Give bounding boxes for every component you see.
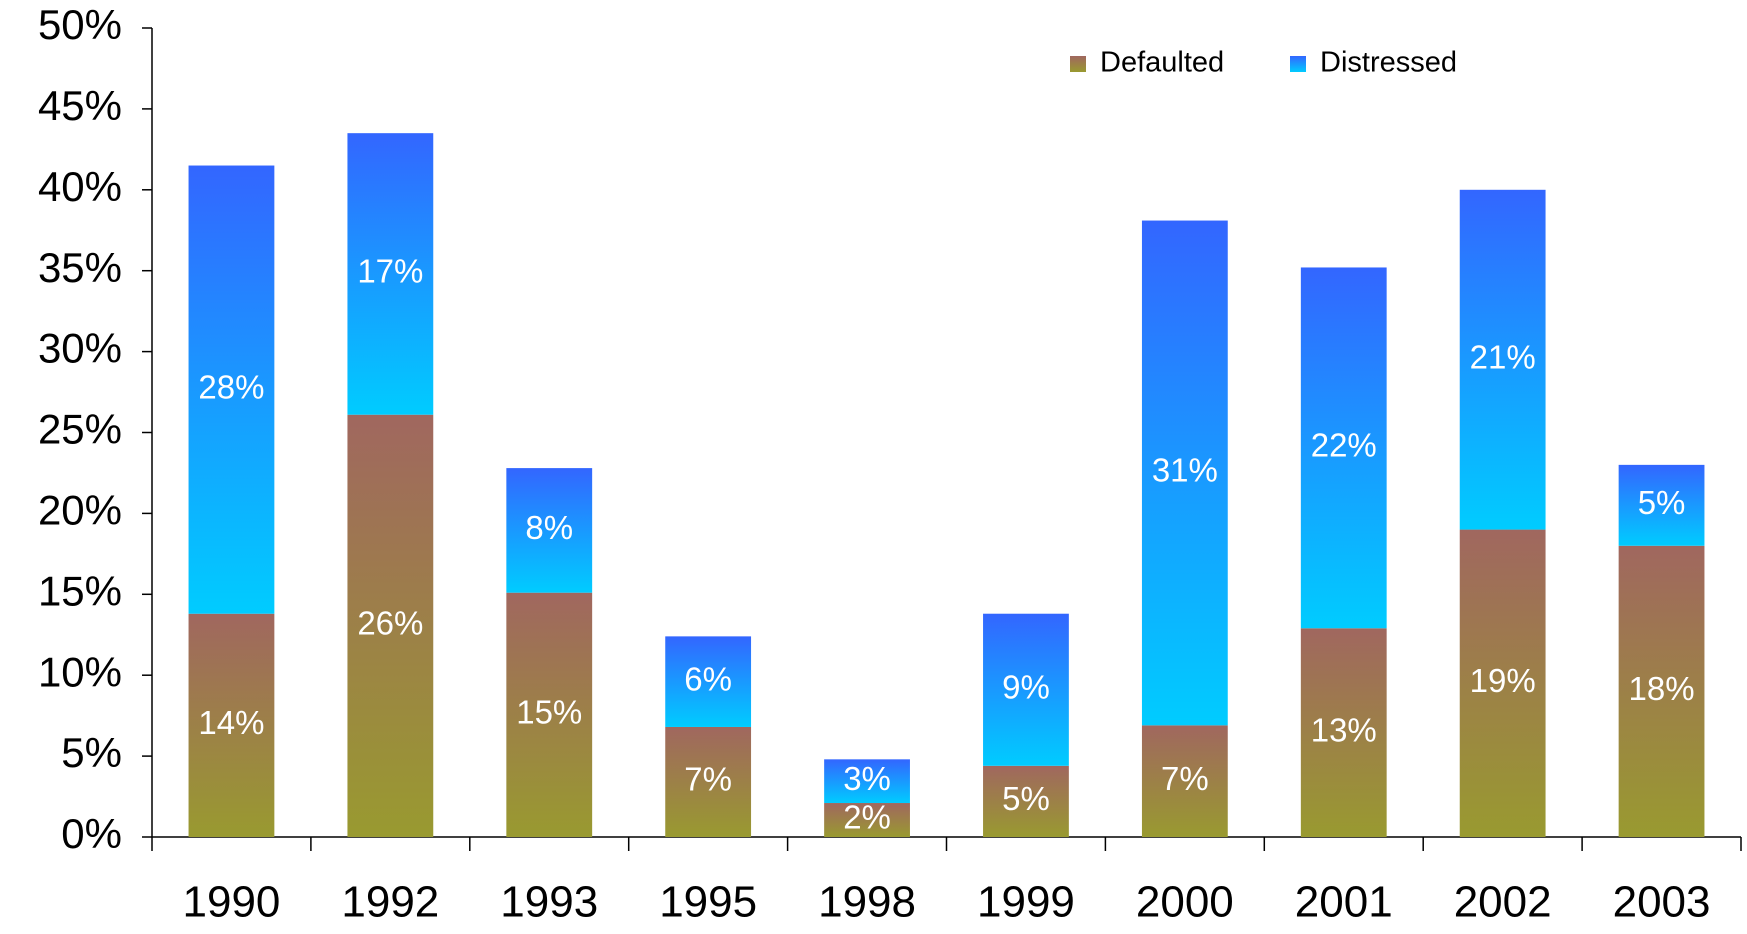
y-tick-label: 10%	[38, 648, 122, 695]
y-tick-label: 20%	[38, 486, 122, 533]
bar-segment	[188, 613, 275, 837]
data-label: 8%	[525, 509, 573, 546]
y-tick-label: 50%	[38, 1, 122, 48]
legend-label: Distressed	[1320, 47, 1457, 79]
data-label: 28%	[198, 368, 264, 405]
data-label: 5%	[1638, 484, 1686, 521]
data-label: 7%	[684, 761, 732, 798]
y-tick-label: 25%	[38, 406, 122, 453]
bar-segment	[1459, 529, 1546, 837]
x-tick-label: 1995	[659, 878, 757, 927]
data-label: 31%	[1152, 452, 1218, 489]
bar-segment	[1141, 220, 1228, 726]
legend-label: Defaulted	[1100, 47, 1224, 79]
bar-segment	[1300, 267, 1387, 629]
bar-segment	[506, 592, 593, 837]
x-tick-label: 1992	[341, 878, 439, 927]
x-tick-label: 2001	[1295, 878, 1393, 927]
legend-swatch	[1290, 56, 1306, 72]
data-label: 6%	[684, 660, 732, 697]
bar-segment	[506, 468, 593, 593]
data-label: 13%	[1311, 711, 1377, 748]
data-label: 17%	[357, 253, 423, 290]
data-label: 3%	[843, 760, 891, 797]
bar-segment	[824, 803, 910, 837]
data-label: 14%	[198, 704, 264, 741]
y-tick-label: 45%	[38, 82, 122, 129]
y-tick-label: 30%	[38, 325, 122, 372]
data-label: 15%	[516, 694, 582, 731]
data-label: 21%	[1470, 338, 1536, 375]
bar-segment	[347, 133, 434, 415]
legend-swatch	[1070, 56, 1086, 72]
x-tick-label: 1993	[500, 878, 598, 927]
bar-segment	[1141, 725, 1228, 837]
data-label: 5%	[1002, 780, 1050, 817]
bar-segment	[665, 636, 752, 727]
data-label: 19%	[1470, 662, 1536, 699]
y-tick-label: 5%	[61, 729, 122, 776]
x-tick-label: 2003	[1613, 878, 1711, 927]
bar-segment	[188, 165, 275, 614]
x-tick-label: 1999	[977, 878, 1075, 927]
y-tick-label: 0%	[61, 810, 122, 857]
bar-segment	[1618, 545, 1705, 837]
y-tick-label: 40%	[38, 163, 122, 210]
bar-segment	[824, 759, 910, 804]
x-tick-label: 2000	[1136, 878, 1234, 927]
data-label: 9%	[1002, 668, 1050, 705]
data-label: 22%	[1311, 427, 1377, 464]
data-label: 26%	[357, 605, 423, 642]
data-label: 7%	[1161, 760, 1209, 797]
bar-segment	[347, 414, 434, 837]
x-tick-label: 1990	[183, 878, 281, 927]
bar-segment	[983, 765, 1069, 837]
bar-segment	[1300, 628, 1387, 837]
x-tick-label: 2002	[1454, 878, 1552, 927]
y-tick-label: 15%	[38, 567, 122, 614]
bar-segment	[665, 726, 752, 837]
bar-segment	[1618, 464, 1705, 546]
y-tick-label: 35%	[38, 244, 122, 291]
data-label: 18%	[1629, 670, 1695, 707]
bar-segment	[1459, 189, 1546, 530]
bar-segment	[983, 613, 1069, 766]
data-label: 2%	[843, 799, 891, 836]
x-tick-label: 1998	[818, 878, 916, 927]
